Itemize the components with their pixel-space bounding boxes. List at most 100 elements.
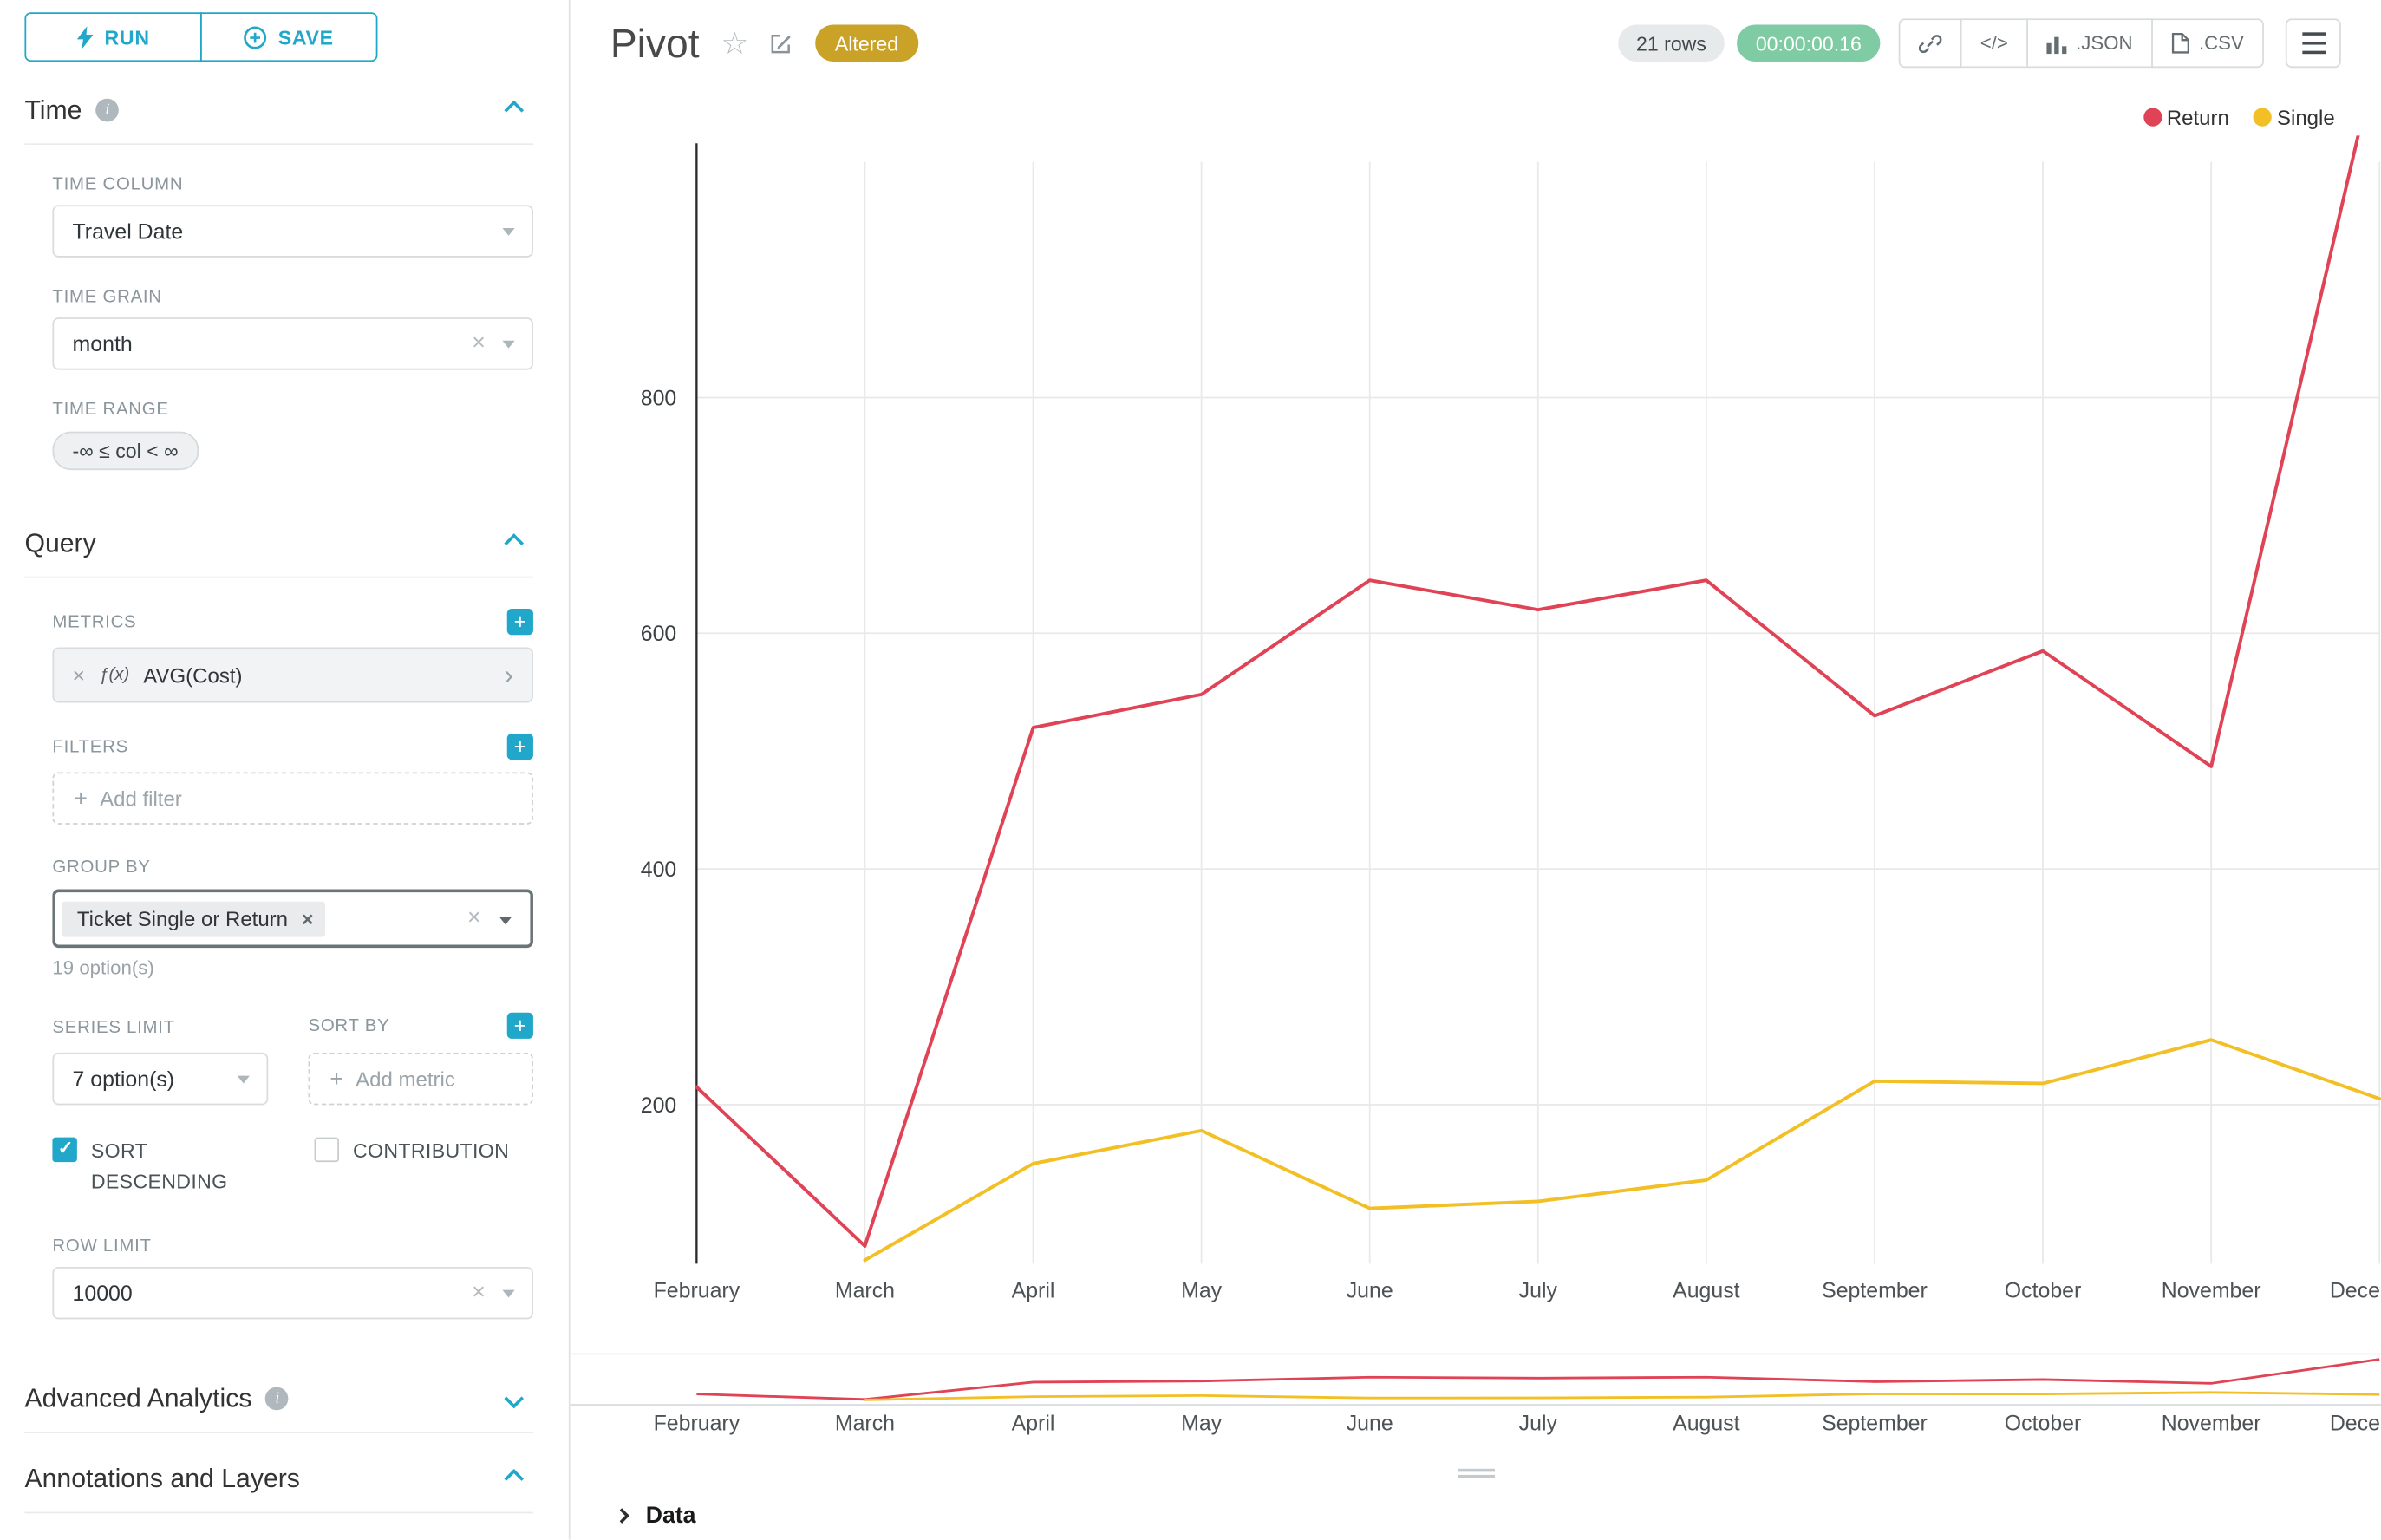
export-csv-button[interactable]: .CSV [2150, 18, 2264, 69]
x-axis-label: December [2329, 1410, 2381, 1435]
chart-canvas[interactable]: 200 400 600 800 February March April May June Ju… [571, 135, 2381, 1307]
add-filter-dropzone[interactable]: + Add filter [52, 772, 533, 825]
run-save-toolbar: RUN SAVE [24, 12, 378, 62]
chevron-right-icon [614, 1507, 629, 1523]
legend-dot-icon [2254, 108, 2273, 127]
metric-option[interactable]: × ƒ(x) AVG(Cost) › [52, 647, 533, 703]
view-query-button[interactable]: </> [1960, 18, 2028, 69]
chevron-down-icon [502, 228, 515, 236]
export-json-button[interactable]: .JSON [2026, 18, 2153, 69]
series-limit-label: SERIES LIMIT [52, 1018, 175, 1038]
chevron-down-icon [499, 917, 512, 925]
sort-descending-checkbox[interactable] [52, 1137, 77, 1163]
clear-icon[interactable]: × [472, 330, 486, 356]
section-title: Advanced Analytics [24, 1383, 252, 1413]
panel-resize-handle[interactable] [1457, 1468, 1495, 1478]
remove-tag-icon[interactable]: × [302, 906, 314, 930]
time-section-fields: TIME COLUMN Travel Date TIME GRAIN month… [52, 175, 533, 471]
time-column-label: TIME COLUMN [52, 175, 184, 194]
filters-label: FILTERS [52, 737, 128, 756]
x-axis-label: April [1011, 1277, 1055, 1302]
time-grain-label: TIME GRAIN [52, 288, 162, 307]
info-icon[interactable]: i [265, 1387, 290, 1411]
time-section-header[interactable]: Time i [24, 77, 533, 146]
edit-icon[interactable] [767, 30, 793, 56]
legend-item[interactable]: Single [2254, 106, 2335, 128]
altered-badge: Altered [814, 24, 919, 62]
x-axis-label: February [653, 1277, 740, 1302]
x-axis-label: July [1518, 1277, 1557, 1302]
function-icon: ƒ(x) [99, 665, 130, 685]
chevron-down-icon [504, 1389, 525, 1409]
save-label: SAVE [277, 25, 334, 49]
metric-name: AVG(Cost) [143, 663, 243, 687]
add-sort-metric-button[interactable]: + [506, 1012, 533, 1039]
info-icon[interactable]: i [95, 98, 120, 122]
row-limit-value: 10000 [72, 1281, 133, 1306]
plus-icon: + [74, 785, 88, 812]
time-range-pill[interactable]: -∞ ≤ col < ∞ [52, 431, 199, 471]
lightning-icon [76, 25, 94, 49]
control-panel-sidebar: RUN SAVE Time i TIME COLUMN Travel Date … [0, 0, 571, 1540]
contribution-control[interactable]: CONTRIBUTION [314, 1136, 510, 1198]
remove-metric-icon[interactable]: × [72, 662, 86, 688]
chevron-down-icon [237, 1075, 250, 1084]
add-filter-placeholder: Add filter [100, 786, 182, 810]
time-grain-select[interactable]: month × [52, 317, 533, 370]
x-axis-label: December [2329, 1277, 2381, 1302]
export-button-group: </> .JSON .CSV [1898, 18, 2264, 69]
x-axis-label: June [1346, 1410, 1393, 1435]
sort-descending-control[interactable]: SORT DESCENDING [52, 1136, 314, 1198]
chart-header-actions: 21 rows 00:00:00.16 </> [1617, 18, 2341, 69]
mini-series-line [864, 1391, 2380, 1401]
export-csv-label: .CSV [2198, 32, 2244, 55]
clear-icon[interactable]: × [466, 904, 481, 931]
group-by-options-hint: 19 option(s) [52, 956, 154, 979]
contribution-checkbox[interactable] [314, 1137, 340, 1163]
series-limit-value: 7 option(s) [72, 1066, 175, 1092]
line-chart: 200 400 600 800 [641, 135, 2381, 1264]
share-link-button[interactable] [1898, 18, 1962, 69]
section-title: Query [24, 527, 96, 558]
x-axis-label: November [2161, 1410, 2261, 1435]
chevron-right-icon[interactable]: › [504, 659, 513, 691]
x-axis-label: November [2161, 1277, 2261, 1302]
add-filter-button[interactable]: + [506, 734, 533, 760]
favorite-star-icon[interactable]: ☆ [721, 27, 749, 62]
legend-item[interactable]: Return [2143, 106, 2229, 128]
chart-header: Pivot ☆ Altered 21 rows 00:00:00.16 [571, 0, 2381, 87]
y-axis-tick: 800 [641, 386, 677, 410]
section-title: Annotations and Layers [24, 1464, 300, 1493]
y-axis-tick: 400 [641, 858, 677, 882]
annotations-section-header[interactable]: Annotations and Layers [24, 1446, 533, 1514]
x-axis-label: March [834, 1410, 896, 1435]
time-column-value: Travel Date [72, 219, 184, 244]
chevron-down-icon [502, 340, 515, 349]
run-button[interactable]: RUN [24, 12, 202, 62]
time-column-select[interactable]: Travel Date [52, 205, 533, 258]
x-axis-label: September [1822, 1277, 1928, 1302]
series-limit-select[interactable]: 7 option(s) [52, 1052, 269, 1106]
timer-badge: 00:00:00.16 [1737, 24, 1881, 62]
y-axis-tick: 200 [641, 1093, 677, 1118]
x-axis-label: May [1181, 1277, 1223, 1302]
sort-by-dropzone[interactable]: + Add metric [308, 1052, 533, 1106]
x-axis-label: October [2004, 1410, 2082, 1435]
contribution-label: CONTRIBUTION [353, 1139, 510, 1163]
mini-chart-brush[interactable] [570, 1353, 2381, 1406]
clear-icon[interactable]: × [472, 1279, 486, 1306]
time-range-label: TIME RANGE [52, 401, 169, 420]
data-panel-toggle[interactable]: Data [571, 1502, 2381, 1528]
add-metric-button[interactable]: + [506, 609, 533, 636]
row-limit-label: ROW LIMIT [52, 1237, 152, 1257]
plus-icon: + [329, 1066, 343, 1093]
save-button[interactable]: SAVE [200, 12, 378, 62]
group-by-select[interactable]: Ticket Single or Return × × [52, 889, 533, 949]
menu-button[interactable] [2285, 18, 2341, 69]
row-limit-select[interactable]: 10000 × [52, 1267, 533, 1320]
group-by-tag[interactable]: Ticket Single or Return × [62, 900, 326, 936]
data-panel-title: Data [645, 1502, 696, 1529]
query-section-header[interactable]: Query [24, 510, 533, 578]
advanced-analytics-section-header[interactable]: Advanced Analytics i [24, 1366, 533, 1434]
sort-by-placeholder: Add metric [356, 1067, 455, 1091]
